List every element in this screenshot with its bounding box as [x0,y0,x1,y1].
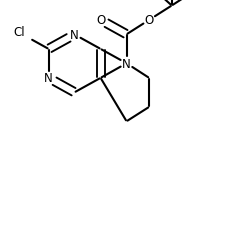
Text: Cl: Cl [13,26,25,39]
Text: N: N [44,72,53,85]
Text: O: O [144,14,153,27]
Text: N: N [122,58,130,70]
Text: O: O [96,14,105,27]
Text: N: N [70,29,79,42]
